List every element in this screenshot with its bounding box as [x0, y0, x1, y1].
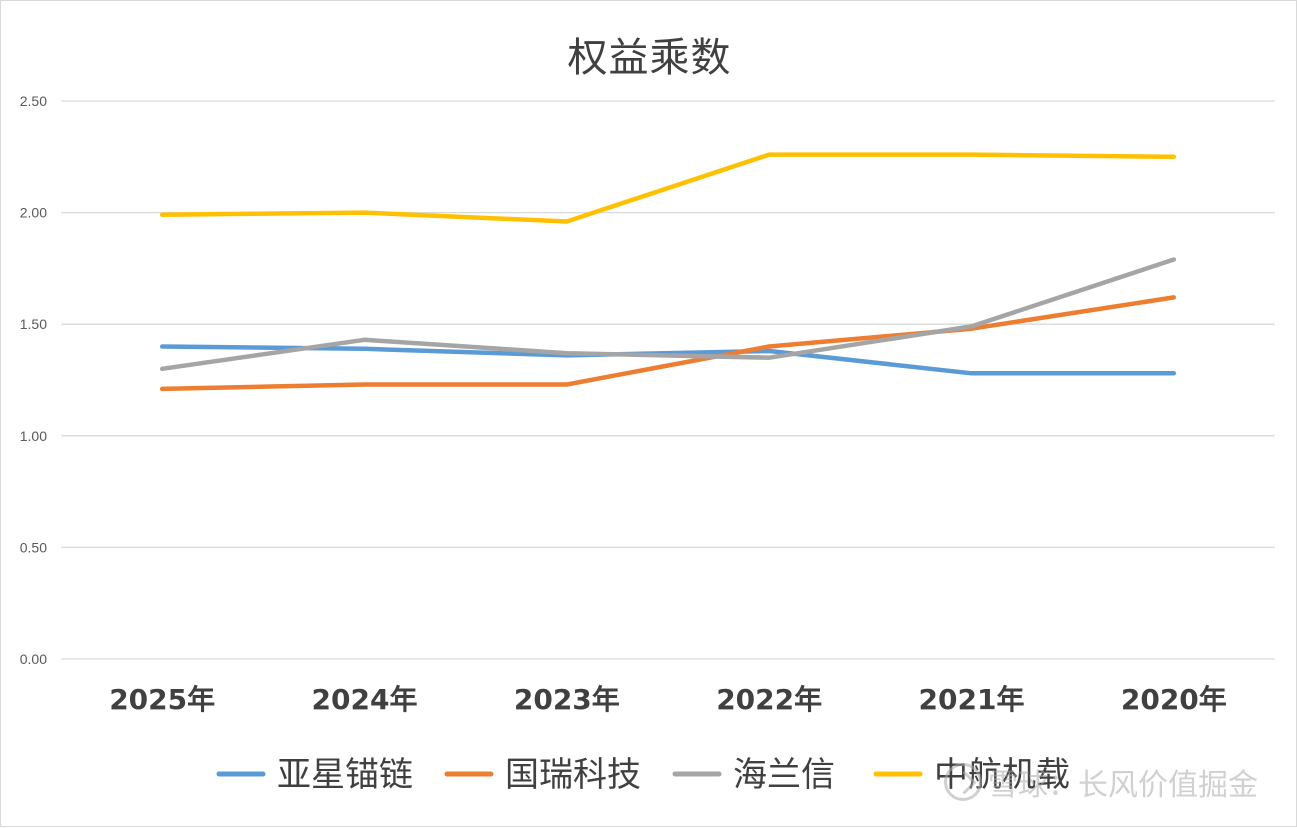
series-line-4: [162, 155, 1174, 222]
series-line-1: [162, 347, 1174, 374]
x-tick-label: 2025年: [109, 683, 215, 716]
x-tick-label: 2022年: [716, 683, 822, 716]
y-tick-label: 2.50: [20, 93, 47, 109]
y-tick-label: 1.00: [20, 428, 47, 444]
x-axis-ticks: 2025年 2024年 2023年 2022年 2021年 2020年: [109, 683, 1227, 716]
watermark: 雪球：长风价值掘金: [944, 760, 1258, 804]
y-tick-label: 0.50: [20, 539, 47, 555]
gridlines: [61, 101, 1275, 659]
legend-label: 亚星锚链: [277, 755, 413, 795]
y-tick-label: 0.00: [20, 651, 47, 667]
x-tick-label: 2023年: [514, 683, 620, 716]
y-axis-ticks: 0.00 0.50 1.00 1.50 2.00 2.50: [20, 93, 47, 667]
legend: 亚星锚链国瑞科技海兰信中航机载: [219, 755, 1070, 795]
x-tick-label: 2020年: [1121, 683, 1227, 716]
x-tick-label: 2024年: [312, 683, 418, 716]
series-lines: [162, 154, 1174, 389]
legend-label: 国瑞科技: [505, 755, 641, 795]
y-tick-label: 1.50: [20, 316, 47, 332]
watermark-text: 雪球：长风价值掘金: [988, 760, 1258, 804]
y-tick-label: 2.00: [20, 205, 47, 221]
x-tick-label: 2021年: [919, 683, 1025, 716]
legend-label: 海兰信: [733, 755, 835, 795]
snowball-logo-icon: [944, 763, 982, 801]
